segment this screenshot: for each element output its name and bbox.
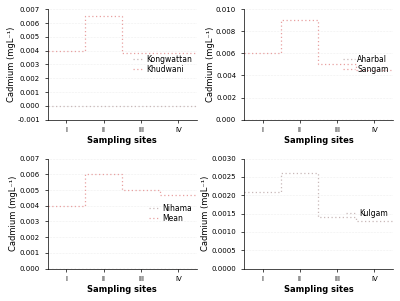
Aharbal bbox=[242, 118, 246, 121]
Y-axis label: Cadmium (mgL⁻¹): Cadmium (mgL⁻¹) bbox=[7, 27, 16, 102]
Mean bbox=[83, 204, 88, 208]
Nihama bbox=[83, 267, 88, 270]
Kulgam bbox=[353, 216, 358, 219]
Sangam bbox=[353, 68, 358, 72]
Kongwattan bbox=[83, 104, 88, 107]
Aharbal bbox=[353, 118, 358, 121]
Sangam bbox=[279, 19, 284, 22]
Legend: Kongwattan, Khudwani: Kongwattan, Khudwani bbox=[132, 54, 193, 75]
Kulgam bbox=[316, 216, 321, 219]
Kulgam bbox=[242, 190, 246, 193]
Kulgam bbox=[353, 219, 358, 223]
Nihama bbox=[45, 267, 50, 270]
Nihama bbox=[120, 267, 125, 270]
Mean bbox=[157, 193, 162, 197]
Nihama bbox=[157, 267, 162, 270]
Mean bbox=[120, 172, 125, 176]
Aharbal bbox=[353, 118, 358, 121]
Mean bbox=[120, 188, 125, 192]
Sangam bbox=[279, 52, 284, 55]
Khudwani bbox=[194, 52, 199, 55]
Kulgam bbox=[279, 172, 284, 175]
X-axis label: Sampling sites: Sampling sites bbox=[284, 136, 353, 145]
Khudwani bbox=[120, 52, 125, 55]
X-axis label: Sampling sites: Sampling sites bbox=[88, 285, 157, 294]
Khudwani bbox=[83, 49, 88, 53]
Line: Khudwani: Khudwani bbox=[48, 16, 197, 54]
Kongwattan bbox=[120, 104, 125, 107]
Kulgam bbox=[391, 219, 396, 223]
Khudwani bbox=[120, 14, 125, 18]
Khudwani bbox=[157, 52, 162, 55]
Kongwattan bbox=[45, 104, 50, 107]
Mean bbox=[194, 193, 199, 197]
Khudwani bbox=[157, 52, 162, 55]
Aharbal bbox=[279, 118, 284, 121]
Mean bbox=[45, 204, 50, 208]
Kongwattan bbox=[120, 104, 125, 107]
Line: Mean: Mean bbox=[48, 174, 197, 206]
Y-axis label: Cadmium (mgL⁻¹): Cadmium (mgL⁻¹) bbox=[201, 176, 210, 251]
Aharbal bbox=[316, 118, 321, 121]
Mean bbox=[83, 172, 88, 176]
Y-axis label: Cadmium (mgL⁻¹): Cadmium (mgL⁻¹) bbox=[10, 176, 18, 251]
Nihama bbox=[120, 267, 125, 270]
X-axis label: Sampling sites: Sampling sites bbox=[284, 285, 353, 294]
Sangam bbox=[242, 52, 246, 55]
X-axis label: Sampling sites: Sampling sites bbox=[88, 136, 157, 145]
Aharbal bbox=[279, 118, 284, 121]
Aharbal bbox=[316, 118, 321, 121]
Kongwattan bbox=[83, 104, 88, 107]
Sangam bbox=[391, 68, 396, 72]
Kulgam bbox=[316, 172, 321, 175]
Nihama bbox=[83, 267, 88, 270]
Sangam bbox=[353, 63, 358, 66]
Legend: Aharbal, Sangam: Aharbal, Sangam bbox=[342, 54, 389, 75]
Kongwattan bbox=[157, 104, 162, 107]
Line: Kulgam: Kulgam bbox=[244, 173, 393, 221]
Kongwattan bbox=[157, 104, 162, 107]
Kongwattan bbox=[194, 104, 199, 107]
Line: Sangam: Sangam bbox=[244, 20, 393, 70]
Legend: Kulgam: Kulgam bbox=[345, 208, 389, 219]
Legend: Nihama, Mean: Nihama, Mean bbox=[148, 203, 193, 224]
Mean bbox=[157, 188, 162, 192]
Khudwani bbox=[45, 49, 50, 53]
Nihama bbox=[157, 267, 162, 270]
Sangam bbox=[316, 19, 321, 22]
Khudwani bbox=[83, 14, 88, 18]
Sangam bbox=[316, 63, 321, 66]
Aharbal bbox=[391, 118, 396, 121]
Y-axis label: Cadmium (mgL⁻¹): Cadmium (mgL⁻¹) bbox=[206, 27, 214, 102]
Kulgam bbox=[279, 190, 284, 193]
Nihama bbox=[194, 267, 199, 270]
